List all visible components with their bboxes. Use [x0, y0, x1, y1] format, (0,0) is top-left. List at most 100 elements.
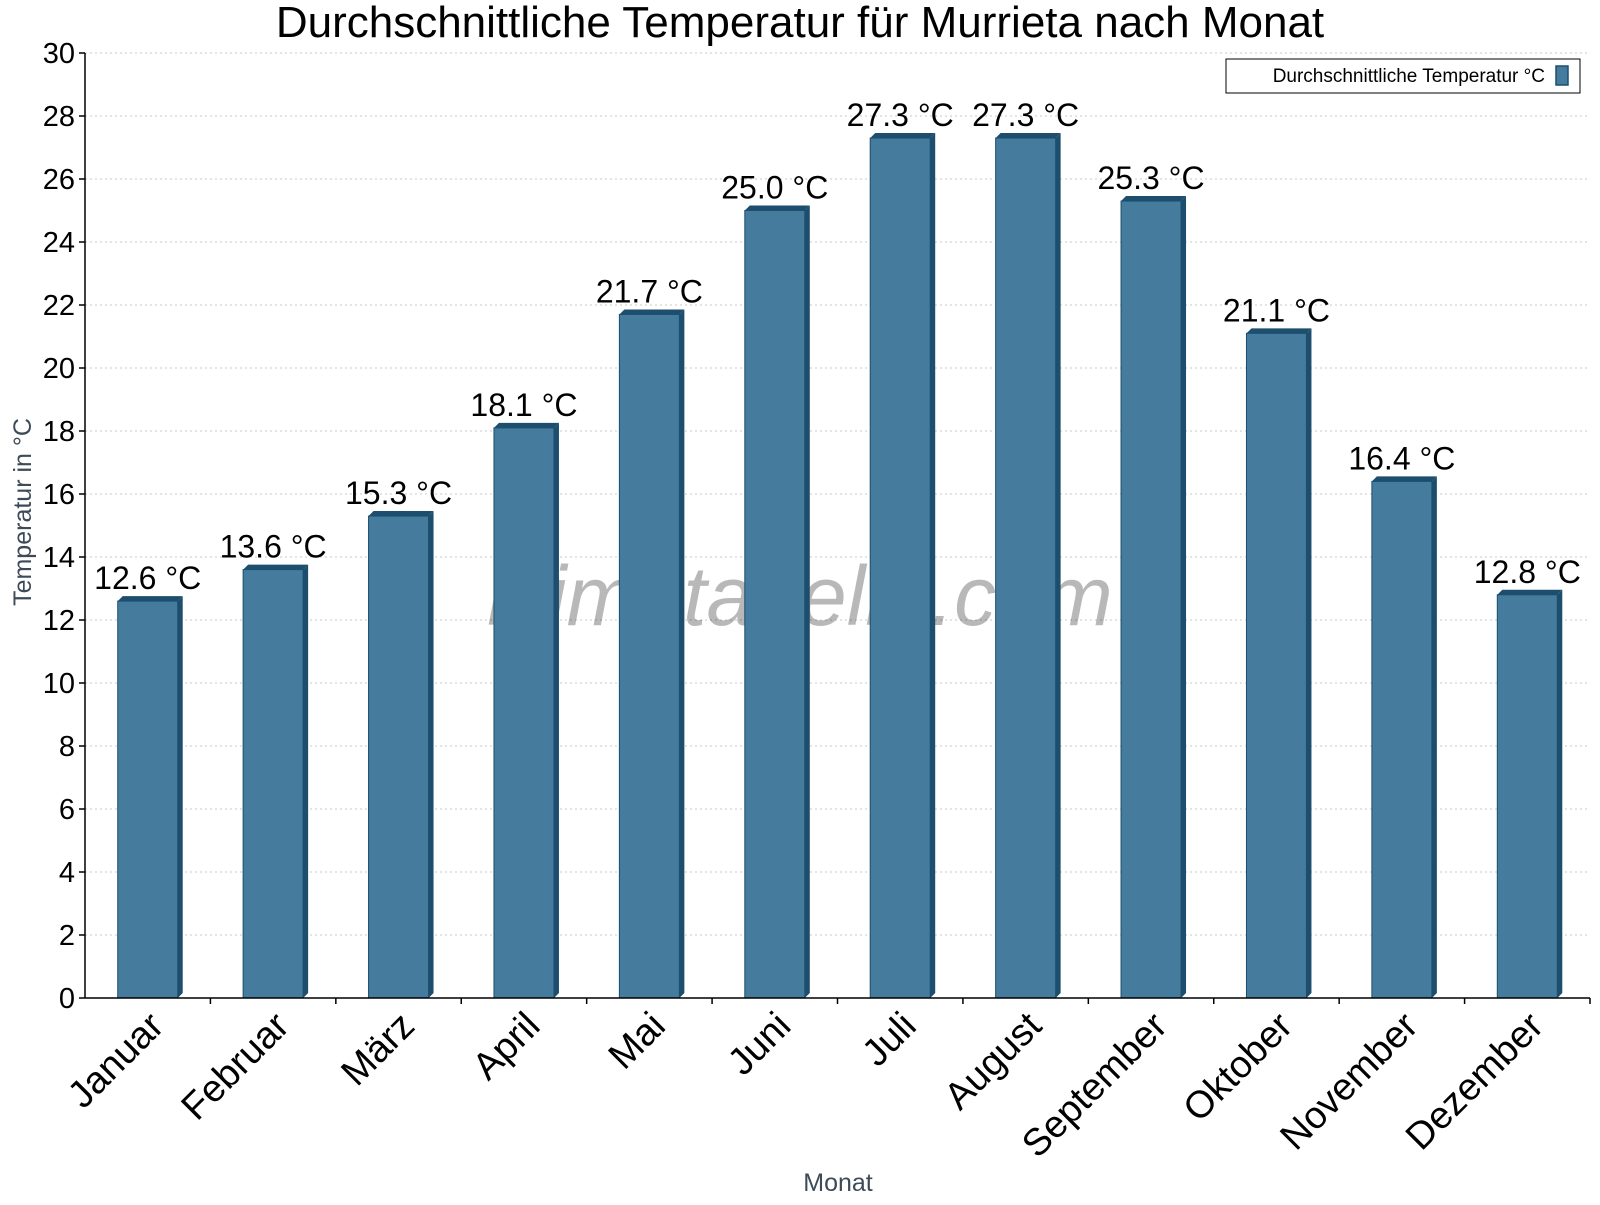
x-tick-label: Dezember [1398, 1004, 1552, 1158]
y-tick-label: 14 [43, 542, 75, 574]
bar-side [1055, 133, 1061, 999]
y-tick-label: 16 [43, 479, 75, 511]
bar-front [869, 137, 931, 999]
chart-title: Durchschnittliche Temperatur für Murriet… [276, 0, 1324, 47]
bar-top [117, 596, 183, 602]
bar-front [1496, 594, 1558, 999]
bar-value-label: 25.3 °C [1098, 160, 1205, 196]
bar-front [995, 137, 1057, 999]
bar-value-label: 27.3 °C [847, 97, 954, 133]
y-tick-label: 20 [43, 353, 75, 385]
y-tick-label: 24 [43, 227, 75, 259]
bar-top [1371, 476, 1437, 482]
bar-front [117, 600, 179, 999]
bar-side [1181, 196, 1187, 999]
bar-front [242, 569, 304, 999]
bar-front [1371, 480, 1433, 999]
x-axis-ticks: Januar Februar März April Mai Juni Juli AugustS… [60, 998, 1591, 1166]
bar-front [493, 427, 555, 999]
bar-front [744, 210, 806, 999]
x-tick-label: Juni [720, 1005, 799, 1084]
bar-value-label: 21.1 °C [1223, 292, 1330, 328]
bar-top [870, 133, 936, 139]
y-tick-label: 22 [43, 290, 75, 322]
y-tick-label: 2 [59, 920, 75, 952]
bar-front [368, 515, 430, 999]
bar-value-label: 16.4 °C [1348, 440, 1455, 476]
bar [1120, 196, 1187, 999]
y-tick-label: 28 [43, 101, 75, 133]
legend-box [1225, 58, 1581, 94]
bar-top [368, 511, 434, 517]
x-tick-label: Oktober [1176, 1004, 1302, 1130]
bar-value-label: 25.0 °C [721, 170, 828, 206]
legend-label: Durchschnittliche Temperatur °C [1273, 66, 1545, 87]
x-tick-label: Mai [601, 1005, 674, 1078]
bar-value-label: 21.7 °C [596, 273, 703, 309]
y-tick-label: 6 [59, 794, 75, 826]
bar-side [553, 422, 559, 999]
bar-front [1245, 332, 1307, 999]
x-tick-label: Januar [60, 1004, 172, 1116]
y-tick-label: 30 [43, 38, 75, 70]
legend-swatch [1555, 65, 1569, 86]
x-tick-label: April [465, 1005, 548, 1088]
x-tick-label: Juli [855, 1005, 925, 1075]
bar-value-label: 18.1 °C [470, 387, 577, 423]
bar-top [995, 133, 1061, 139]
bar [1245, 328, 1312, 999]
legend: Durchschnittliche Temperatur °C [1225, 58, 1581, 94]
bar [368, 511, 434, 999]
bar-top [1497, 589, 1563, 595]
bar-side [428, 511, 434, 998]
bars-group [117, 133, 1563, 999]
bar-top [1121, 196, 1187, 202]
bar-side [1306, 328, 1312, 999]
bar [869, 133, 936, 999]
y-tick-label: 10 [43, 668, 75, 700]
bar-top [619, 309, 685, 315]
bar-value-label: 15.3 °C [345, 475, 452, 511]
bar [1371, 476, 1437, 999]
bar [493, 422, 559, 999]
bar [744, 205, 810, 999]
y-tick-label: 18 [43, 416, 75, 448]
bar-side [1431, 476, 1437, 998]
y-tick-label: 0 [59, 983, 75, 1015]
bar [242, 564, 309, 999]
bar [117, 596, 183, 999]
bar-side [1557, 589, 1563, 998]
bar-side [303, 564, 309, 998]
axes [84, 53, 1590, 999]
bar-value-label: 12.6 °C [94, 560, 201, 596]
bar-top [1246, 328, 1312, 334]
bar [995, 133, 1061, 999]
bar-side [177, 596, 183, 998]
y-tick-label: 8 [59, 731, 75, 763]
y-tick-label: 12 [43, 605, 75, 637]
bar-top [744, 205, 810, 211]
x-tick-label: Februar [174, 1004, 298, 1128]
y-tick-label: 26 [43, 164, 75, 196]
bar-side [930, 133, 936, 999]
bar [1496, 589, 1563, 999]
value-labels: 12.6 °C 13.6 °C 15.3 °C 18.1 °C 21.7 °C 25.0 … [94, 97, 1581, 596]
bar-value-label: 12.8 °C [1474, 554, 1581, 590]
x-tick-label: März [333, 1005, 422, 1094]
bar-side [804, 205, 810, 998]
bar-front [618, 313, 680, 999]
bar-value-label: 27.3 °C [972, 97, 1079, 133]
bar-side [679, 309, 685, 998]
x-tick-label: August [937, 1004, 1051, 1118]
bar [618, 309, 685, 999]
x-axis-title: Monat [803, 1169, 873, 1197]
y-tick-label: 4 [59, 857, 75, 889]
bar-top [243, 564, 309, 570]
grid-lines [85, 52, 1590, 936]
bar-value-label: 13.6 °C [220, 529, 327, 565]
y-axis-title: Temperatur in °C [9, 418, 37, 606]
bar-top [493, 422, 559, 428]
bar-front [1120, 200, 1182, 999]
